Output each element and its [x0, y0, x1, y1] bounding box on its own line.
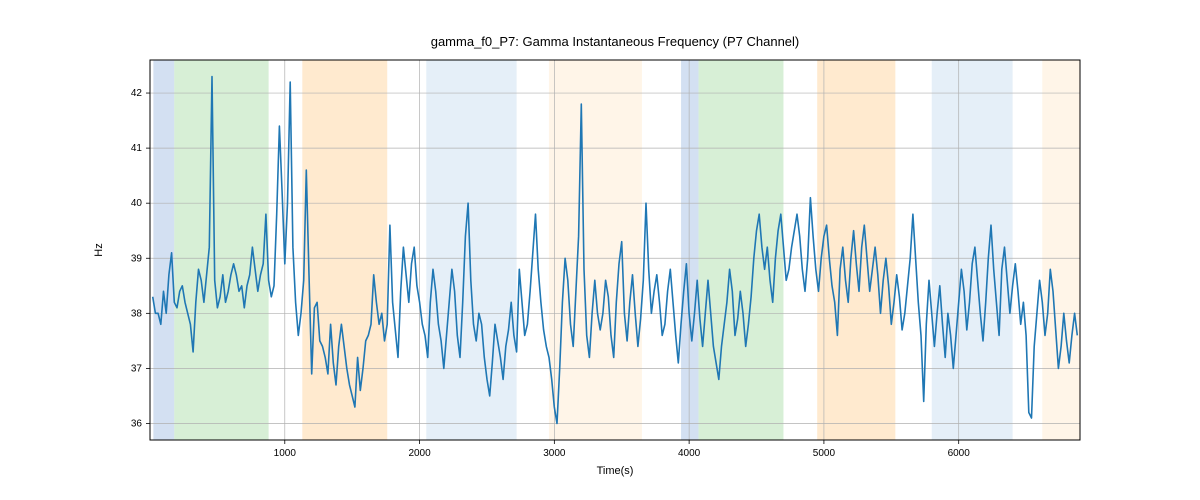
band-8	[932, 60, 1013, 440]
ytick-label: 41	[131, 143, 143, 154]
xtick-label: 2000	[408, 448, 431, 459]
band-5	[681, 60, 699, 440]
band-0	[153, 60, 174, 440]
ytick-label: 38	[131, 308, 143, 319]
ytick-label: 36	[131, 418, 143, 429]
xtick-label: 5000	[813, 448, 836, 459]
band-2	[302, 60, 387, 440]
band-6	[699, 60, 784, 440]
ytick-label: 39	[131, 253, 143, 264]
xlabel: Time(s)	[597, 465, 634, 477]
chart-svg: 1000 2000 3000 4000 5000 6000 36 37 38 39 40 41 42 Ti…	[0, 0, 1200, 500]
xtick-label: 1000	[274, 448, 297, 459]
chart-container: 1000 2000 3000 4000 5000 6000 36 37 38 39 40 41 42 Ti…	[0, 0, 1200, 500]
ytick-label: 40	[131, 198, 143, 209]
chart-title: gamma_f0_P7: Gamma Instantaneous Frequen…	[431, 34, 800, 49]
xtick-label: 4000	[678, 448, 701, 459]
ytick-label: 42	[131, 88, 143, 99]
xtick-label: 3000	[543, 448, 566, 459]
ytick-label: 37	[131, 363, 143, 374]
ylabel: Hz	[93, 243, 105, 256]
band-1	[174, 60, 268, 440]
band-3	[426, 60, 516, 440]
xtick-label: 6000	[948, 448, 971, 459]
band-9	[1042, 60, 1080, 440]
band-4	[549, 60, 642, 440]
